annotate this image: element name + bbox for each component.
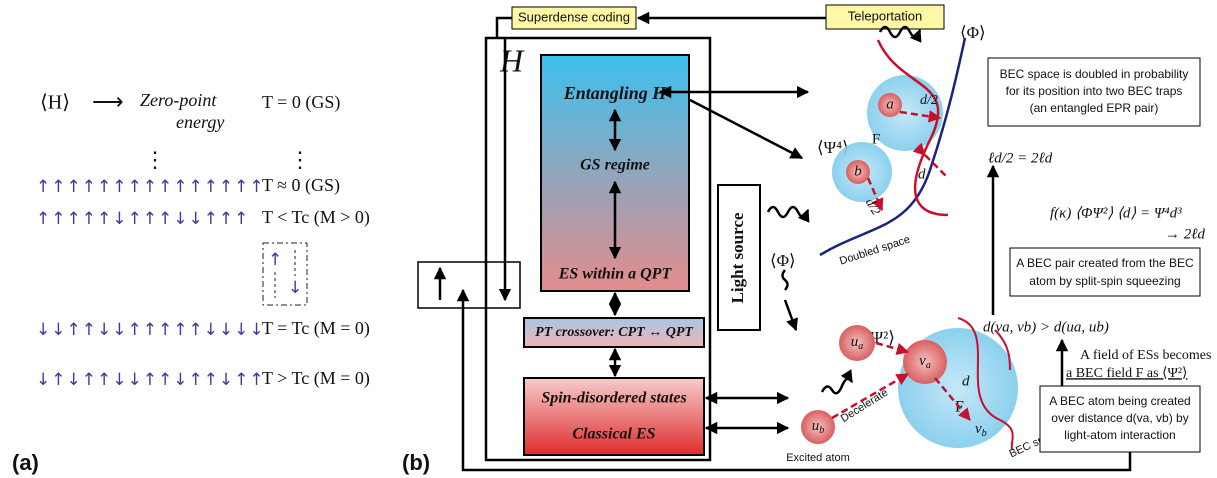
spin-row: ↑↑↑↑↑↓↑↑↑↓↓↑↑↑ [36,209,249,229]
equation: → 2ℓd [1165,226,1205,242]
panel-label: (a) [12,450,39,475]
ellipsis: ⋮ [289,147,311,172]
note: over distance d(va, vb) by [1051,411,1188,425]
entangling: Entangling H [563,83,668,103]
ellipsis: ⋮ [144,147,166,172]
note: BEC space is doubled in probability [1000,67,1189,81]
arrow: ⟶ [92,89,124,114]
flip-spin: ↑ [268,250,283,270]
note: light-atom interaction [1064,428,1175,442]
es-qpt: ES within a QPT [558,266,673,283]
note: (an entangled EPR pair) [1030,101,1159,115]
label-d: d [918,166,926,182]
field-note: a BEC field F as ⟨Ψ²⟩ [1066,366,1188,381]
label-a: a [886,96,894,112]
condition: T < Tc (M > 0) [262,207,370,228]
note: atom by split-spin squeezing [1029,274,1180,288]
note: A BEC atom being created [1049,394,1190,408]
superdense: Superdense coding [518,9,630,24]
equation: f(κ) ⟨ΦΨ²⟩ ⟨d⟩ = Ψ⁴d³ [1050,205,1182,221]
condition: T > Tc (M = 0) [262,368,370,389]
inequality: d(va, vb) > d(ua, ub) [983,319,1109,335]
connector [497,18,512,38]
phi: ⟨Φ⟩ [770,251,796,270]
label-F: F [872,131,880,147]
zero-point: energy [176,112,224,132]
arrow [690,100,802,158]
teleportation: Teleportation [848,8,922,23]
classical-es: Classical ES [572,426,655,443]
field-note: A field of ESs becomes [1080,348,1211,363]
note: A BEC pair created from the BEC [1016,256,1194,270]
equation: ℓd/2 = 2ℓd [988,150,1053,166]
label-d: d [962,373,970,389]
pt-crossover: PT crossover: CPT ↔ QPT [535,325,694,340]
light-source: Light source [728,212,747,303]
photon [822,379,852,393]
flip-spin: ↓ [288,278,303,298]
note: for its position into two BEC traps [1006,84,1183,98]
panel-label: (b) [402,450,430,475]
expectation: ⟨H⟩ [40,92,70,114]
half-distance: d/2 [920,93,938,108]
photon [768,207,808,217]
figure: ⟨H⟩ ⟶ Zero-point energy T = 0 (GS) ⋮ ⋮ ↑… [0,0,1217,478]
spin-disordered: Spin-disordered states [541,390,686,407]
hamiltonian: H [499,42,525,78]
spin-row: ↓↑↓↑↑↓↓↑↑↓↑↑↓↑↑ [36,370,265,390]
excited-atom: Excited atom [786,452,850,464]
condition: T = Tc (M = 0) [262,318,370,339]
photon [783,270,788,290]
label-b: b [854,163,862,179]
arrow [785,300,796,330]
condition: T ≈ 0 (GS) [262,175,340,196]
spin-row: ↑↑↑↑↑↑↑↑↑↑↑↑↑↑↑ [36,177,265,197]
spin-row: ↓↓↑↑↓↓↑↑↑↑↑↓↓↓↓ [36,320,265,340]
zero-point: Zero-point [140,90,217,110]
decelerate: Decelerate [839,387,890,425]
gs-regime: GS regime [580,157,650,174]
ground-state: T = 0 (GS) [262,92,340,113]
doubled-space: Doubled space [838,234,912,268]
